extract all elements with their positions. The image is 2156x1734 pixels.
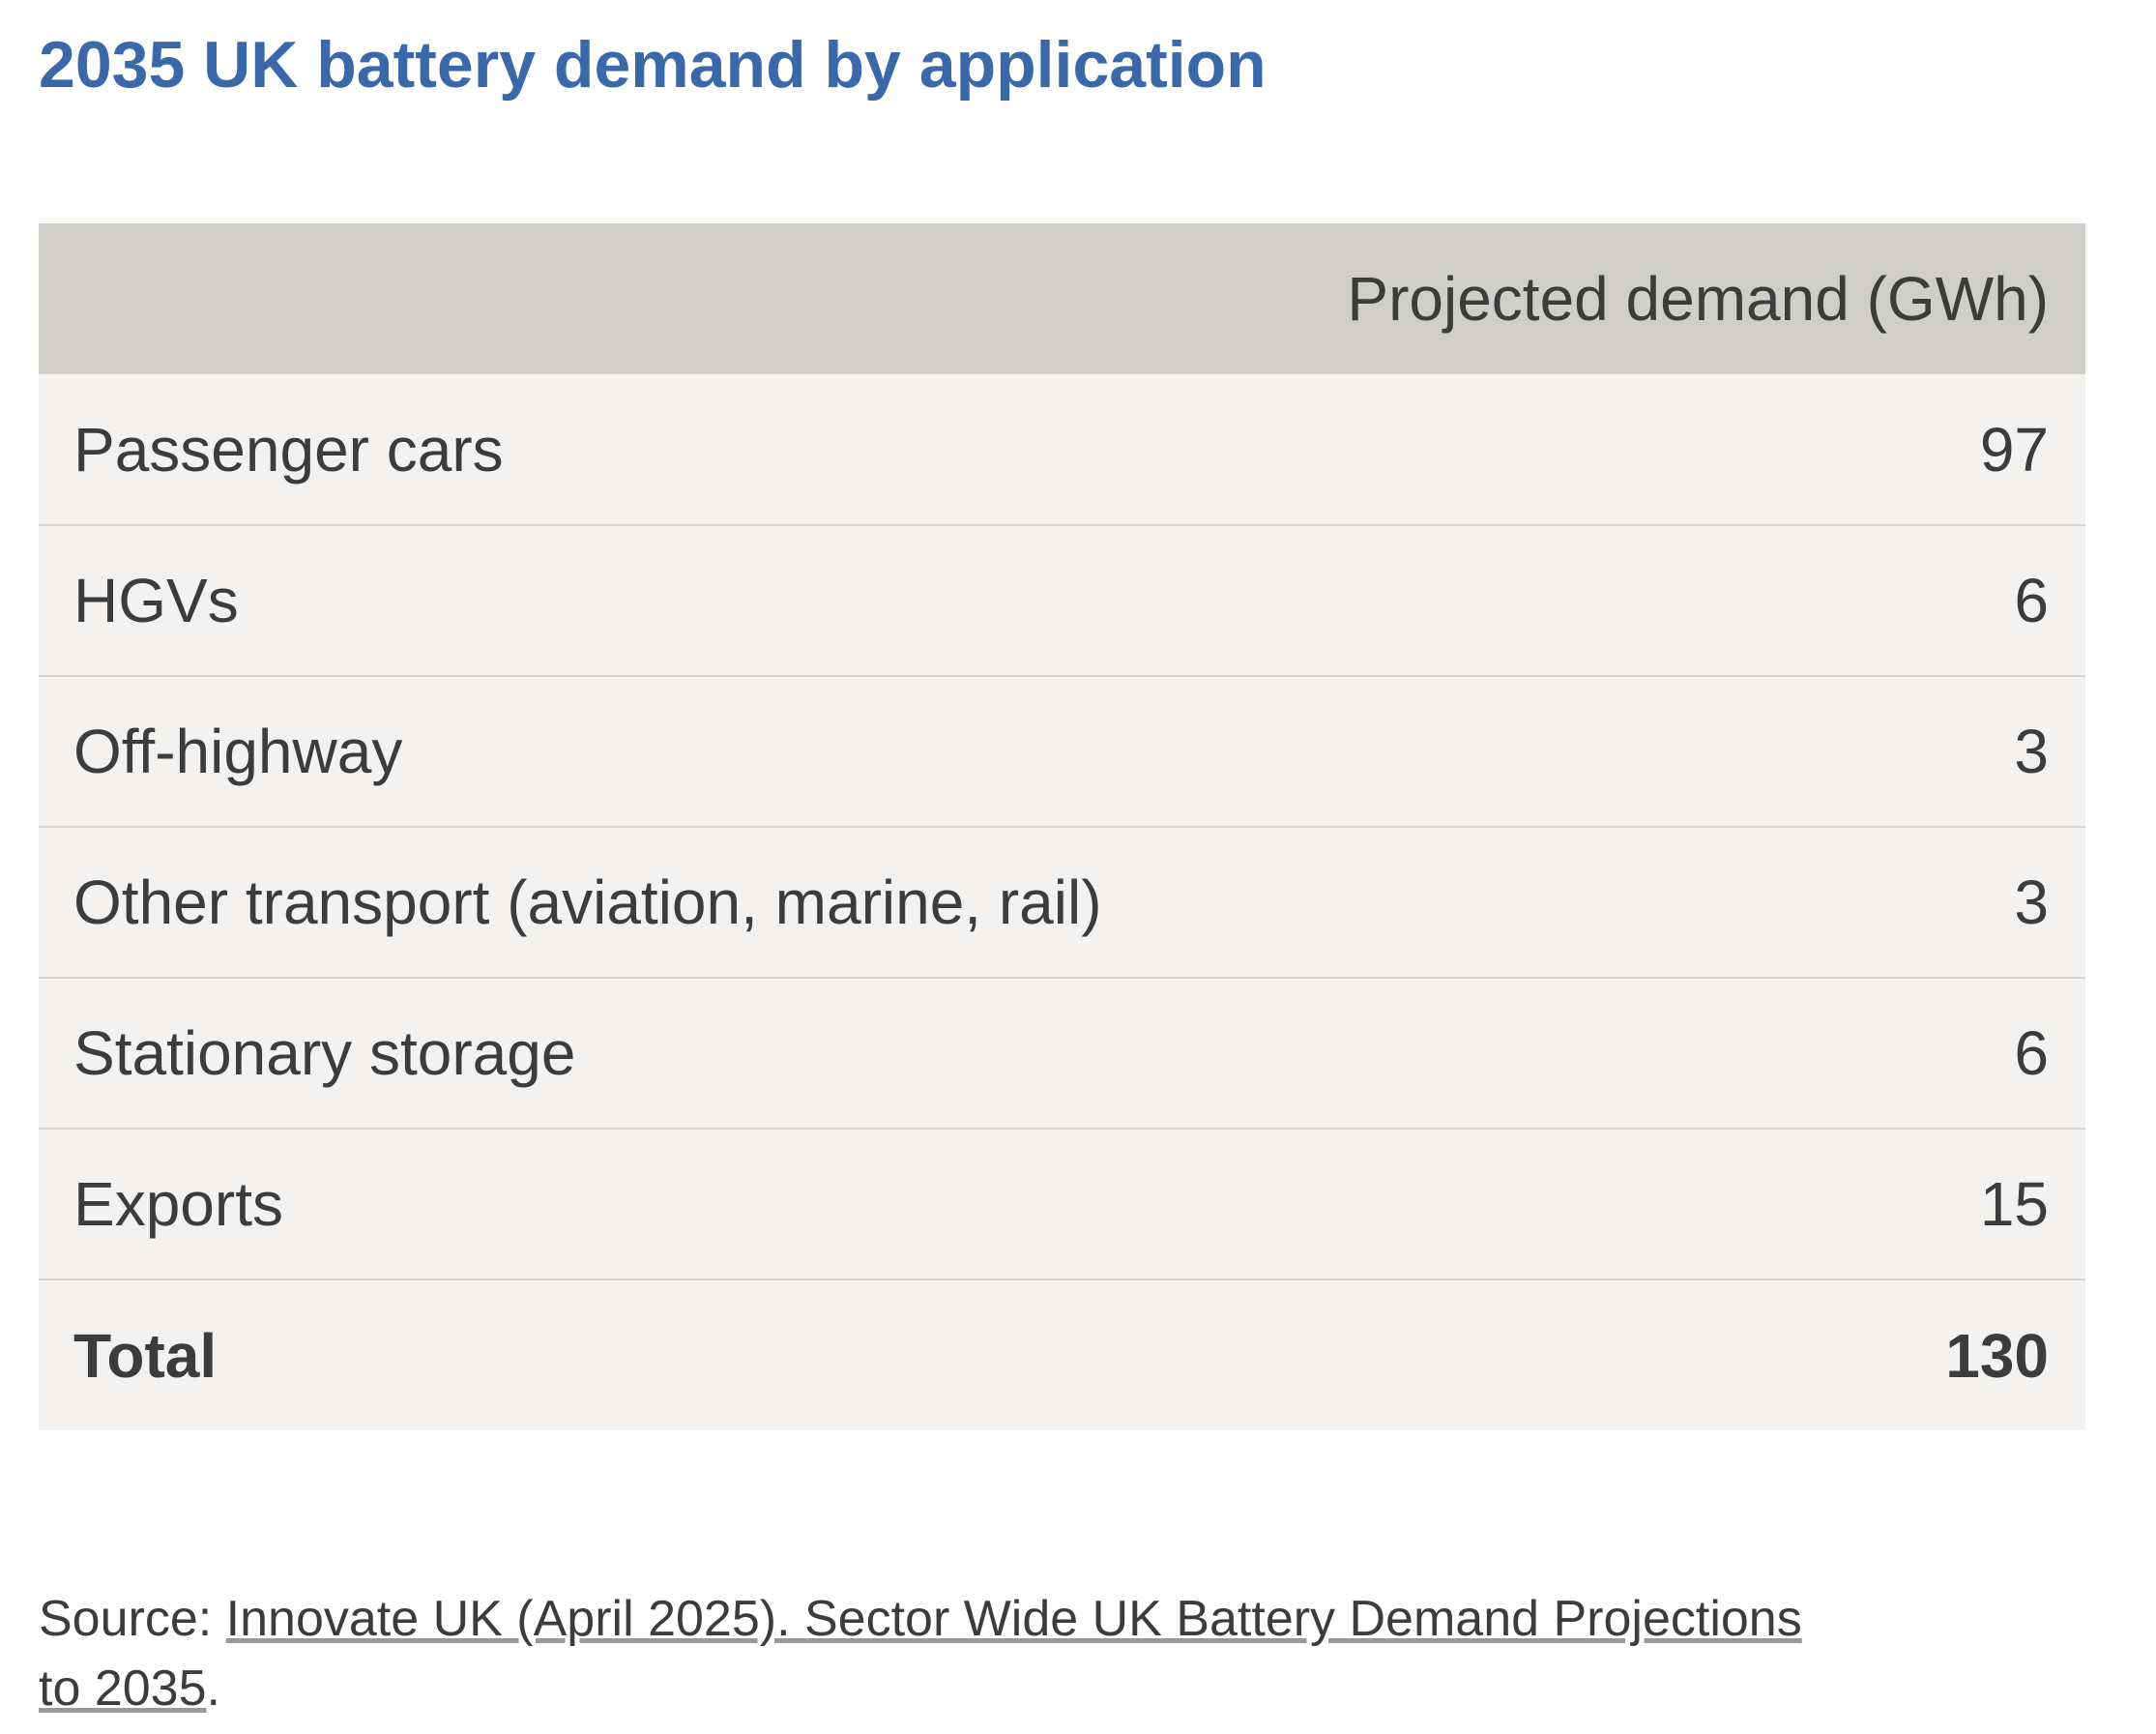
total-label: Total — [39, 1279, 1805, 1430]
row-value: 6 — [1804, 978, 2085, 1130]
row-value: 6 — [1804, 525, 2085, 677]
row-value: 97 — [1804, 374, 2085, 526]
header-cell: Projected demand (GWh) — [39, 223, 2085, 374]
source-link[interactable]: Innovate UK (April 2025). Sector Wide UK… — [39, 1591, 1802, 1717]
table-body: Passenger cars 97 HGVs 6 Off-highway 3 Other t… — [39, 374, 2085, 1430]
row-label: Other transport (aviation, marine, rail) — [39, 827, 1805, 979]
source-suffix: . — [206, 1661, 220, 1717]
table-row: HGVs 6 — [39, 525, 2085, 677]
title: 2035 UK battery demand by application — [39, 28, 1267, 102]
total-row: Total 130 — [39, 1279, 2085, 1430]
header-row: Projected demand (GWh) — [39, 223, 2085, 374]
row-label: HGVs — [39, 525, 1805, 677]
source-prefix: Source: — [39, 1591, 213, 1647]
table-row: Exports 15 — [39, 1129, 2085, 1280]
row-value: 3 — [1804, 827, 2085, 979]
table-row: Passenger cars 97 — [39, 374, 2085, 526]
row-label: Passenger cars — [39, 374, 1805, 526]
row-value: 15 — [1804, 1129, 2085, 1280]
row-value: 3 — [1804, 676, 2085, 828]
row-label: Stationary storage — [39, 978, 1805, 1130]
row-label: Off-highway — [39, 676, 1805, 828]
table-row: Stationary storage 6 — [39, 978, 2085, 1130]
row-label: Exports — [39, 1129, 1805, 1280]
total-value: 130 — [1804, 1279, 2085, 1430]
demand-table: Projected demand (GWh) Passenger cars 97 H… — [39, 223, 2085, 1430]
source-note: Source: Innovate UK (April 2025). Sector… — [39, 1584, 1837, 1723]
table-row: Off-highway 3 — [39, 676, 2085, 828]
table-row: Other transport (aviation, marine, rail)… — [39, 827, 2085, 979]
